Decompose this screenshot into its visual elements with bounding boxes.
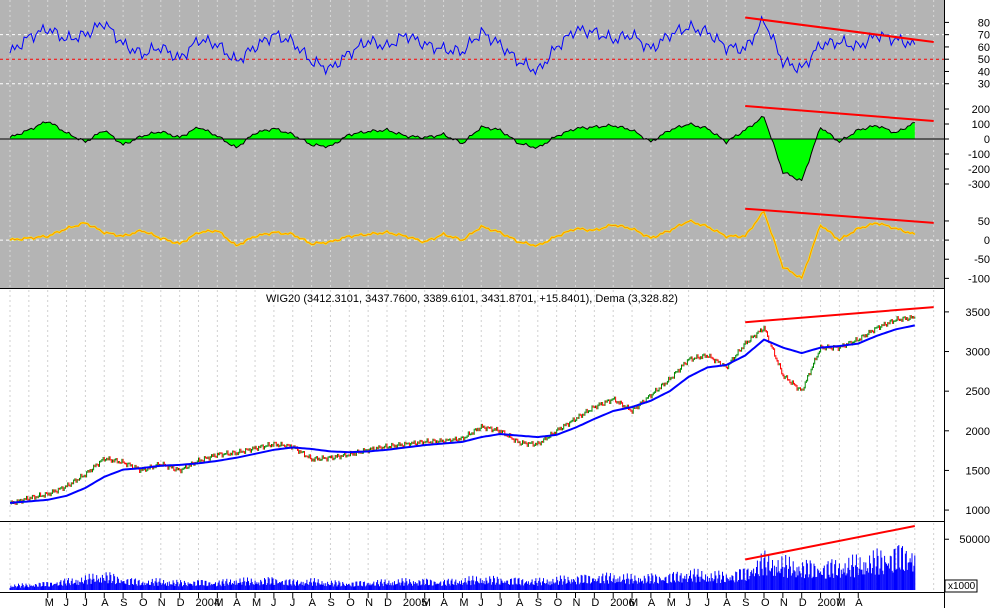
x-tick-label: N (780, 597, 788, 608)
x-tick-label: A (101, 597, 109, 608)
y-tick-label: 70 (978, 30, 990, 42)
x-tick-label: J (686, 597, 692, 608)
x-tick-label: D (591, 597, 599, 608)
chart-marks (0, 15, 944, 590)
trend-lines (745, 16, 934, 561)
x-tick-label: N (158, 597, 166, 608)
y-tick-label: -200 (968, 164, 990, 176)
x-tick-label: N (365, 597, 373, 608)
volume-unit-box (944, 579, 978, 593)
y-tick-label: 40 (978, 66, 990, 78)
trend-line (745, 525, 915, 561)
x-tick-label: A (516, 597, 524, 608)
x-tick-label: A (309, 597, 317, 608)
right-axis-bg (944, 0, 994, 608)
oscillator-line (9, 211, 916, 279)
y-tick-label: 100 (972, 119, 990, 131)
trend-line (745, 105, 934, 122)
x-tick-label: O (346, 597, 355, 608)
x-tick-label: M (214, 597, 223, 608)
x-tick-label: J (497, 597, 503, 608)
y-tick-label: -300 (968, 179, 990, 191)
rsi-line (9, 15, 916, 76)
x-tick-label: M (629, 597, 638, 608)
x-tick-label: S (327, 597, 334, 608)
trend-line (745, 207, 934, 224)
x-tick-label: A (648, 597, 656, 608)
x-tick-label: 2006 (610, 597, 634, 608)
x-tick-label: A (233, 597, 241, 608)
macd-histogram-area (10, 116, 915, 181)
y-tick-label: 0 (984, 235, 990, 247)
y-tick-label: 80 (978, 17, 990, 29)
y-tick-label: 3500 (966, 307, 990, 319)
y-axes: 8070605040302001000-100-200-300500-50-10… (944, 17, 990, 546)
x-tick-label: D (177, 597, 185, 608)
x-tick-label: O (139, 597, 148, 608)
x-tick-label: M (667, 597, 676, 608)
price-chart-title: WIG20 (3412.3101, 3437.7600, 3389.6101, … (266, 293, 678, 305)
x-tick-label: M (459, 597, 468, 608)
volume-unit-label: x1000 (948, 581, 976, 592)
x-tick-label: J (704, 597, 710, 608)
x-tick-label: A (441, 597, 449, 608)
y-tick-label: -50 (974, 254, 990, 266)
x-tick-label: M (252, 597, 261, 608)
y-tick-label: 1500 (966, 465, 990, 477)
x-tick-label: A (855, 597, 863, 608)
y-tick-label: 2000 (966, 426, 990, 438)
x-tick-label: S (535, 597, 542, 608)
macd-histogram-outline (9, 115, 915, 182)
y-tick-label: 50 (978, 216, 990, 228)
x-tick-label: S (120, 597, 127, 608)
y-tick-label: 1000 (966, 505, 990, 517)
x-tick-label: S (742, 597, 749, 608)
x-tick-label: M (422, 597, 431, 608)
dema-line (9, 324, 916, 504)
x-tick-label: A (723, 597, 731, 608)
x-tick-label: M (836, 597, 845, 608)
trend-line (745, 16, 934, 43)
y-tick-label: 200 (972, 104, 990, 116)
x-tick-label: 2007 (818, 597, 842, 608)
x-tick-label: O (761, 597, 770, 608)
y-tick-label: 30 (978, 79, 990, 91)
y-tick-label: -100 (968, 149, 990, 161)
y-tick-label: 50000 (959, 534, 990, 546)
x-tick-label: O (554, 597, 563, 608)
x-tick-label: J (64, 597, 70, 608)
x-tick-label: J (271, 597, 277, 608)
y-tick-label: -100 (968, 273, 990, 285)
x-tick-label: N (573, 597, 581, 608)
x-tick-label: D (384, 597, 392, 608)
x-tick-label: J (290, 597, 296, 608)
x-tick-label: J (82, 597, 88, 608)
y-tick-label: 0 (984, 134, 990, 146)
x-tick-label: D (799, 597, 807, 608)
x-tick-label: J (478, 597, 484, 608)
trend-line (745, 306, 934, 324)
y-tick-label: 60 (978, 42, 990, 54)
price-panel-bg (0, 289, 944, 521)
y-tick-label: 50 (978, 54, 990, 66)
x-tick-label: M (45, 597, 54, 608)
x-tick-label: 2005 (403, 597, 427, 608)
x-tick-label: 2004 (196, 597, 220, 608)
y-tick-label: 3000 (966, 347, 990, 359)
y-tick-label: 2500 (966, 386, 990, 398)
